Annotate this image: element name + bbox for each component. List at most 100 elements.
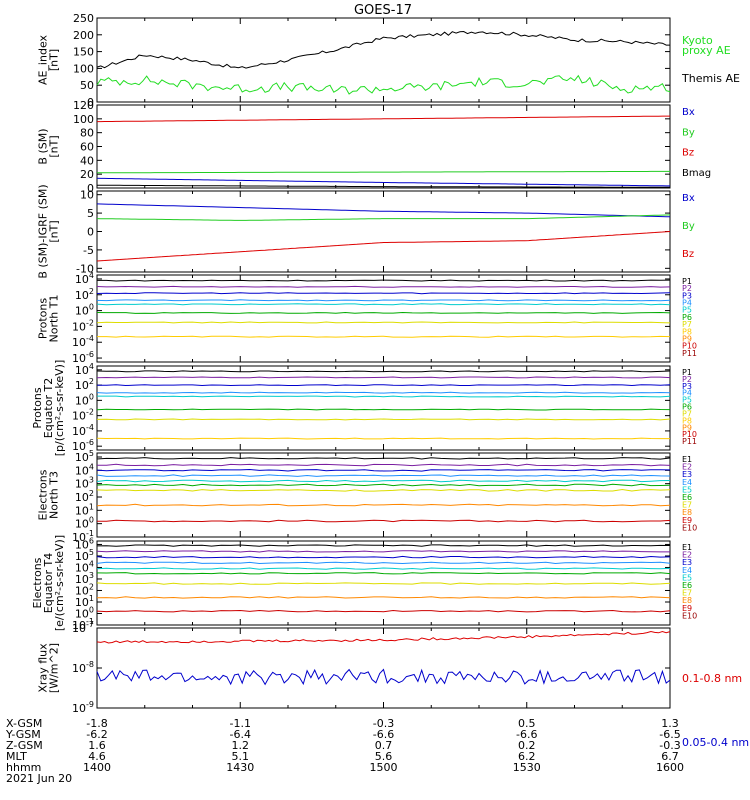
- series-protons_e-p7: [96, 418, 671, 421]
- legend-protons_n-9: P10: [682, 342, 697, 351]
- y-tick-label: 104: [75, 462, 94, 477]
- series-protons_e-p6: [96, 408, 671, 411]
- footer-x_gsm-value: 0.5: [518, 717, 536, 730]
- y-tick-label: 10-9: [72, 700, 94, 715]
- y-axis-label: Protons: [37, 298, 50, 339]
- legend-b_igrf-0: Bx: [682, 193, 695, 204]
- y-tick-label: 104: [75, 362, 94, 377]
- legend-electrons_e-9: E10: [682, 611, 697, 620]
- footer-mlt-value: 4.6: [88, 750, 106, 763]
- y-tick-label: 120: [73, 99, 94, 112]
- y-tick-label: 10-6: [72, 350, 94, 365]
- y-axis-label: North T1: [48, 295, 61, 343]
- legend-electrons_n-9: E10: [682, 523, 697, 532]
- legend-protons_n-5: P6: [682, 313, 692, 322]
- y-tick-label: 0: [87, 226, 94, 239]
- y-tick-label: 10: [80, 189, 94, 202]
- footer-z_gsm-value: 0.7: [375, 739, 393, 752]
- footer-hhmm-value: 1600: [656, 761, 684, 774]
- series-b_sm-by: [97, 170, 670, 174]
- footer-mlt-value: 6.7: [661, 750, 679, 763]
- y-tick-label: 5: [87, 207, 94, 220]
- legend-ae-2: Themis AE: [681, 72, 740, 85]
- legend-protons_n-1: P2: [682, 284, 692, 293]
- series-protons_n-p4: [96, 299, 671, 302]
- series-electrons_n-e5: [96, 479, 671, 483]
- y-tick-label: 103: [75, 476, 94, 491]
- y-tick-label: 10-7: [72, 620, 94, 635]
- series-b_sm-bz: [97, 115, 670, 123]
- footer-x_gsm-value: -0.3: [373, 717, 394, 730]
- legend-protons_e-8: P9: [682, 423, 692, 432]
- series-xray-0-05-0-4-nm: [96, 668, 671, 686]
- series-protons_n-p3: [96, 292, 671, 295]
- y-axis-label: [e/(cm²-s-sr-keV)]: [53, 535, 66, 631]
- y-axis-label: Electrons: [31, 557, 44, 608]
- y-tick-label: 50: [80, 79, 94, 92]
- y-tick-label: 105: [75, 548, 94, 563]
- y-tick-label: 0: [87, 182, 94, 195]
- footer-hhmm-value: 1430: [226, 761, 254, 774]
- footer-z_gsm-value: -0.3: [659, 739, 680, 752]
- series-electrons_e-e5: [96, 567, 671, 570]
- footer-row-label: MLT: [6, 750, 27, 763]
- y-axis-label: B (SM)-IGRF (SM): [37, 184, 50, 278]
- legend-electrons_e-0: E1: [682, 543, 692, 552]
- y-tick-label: 20: [80, 168, 94, 181]
- legend-electrons_e-5: E6: [682, 581, 692, 590]
- y-tick-label: 104: [75, 559, 94, 574]
- y-tick-label: 200: [73, 29, 94, 42]
- y-tick-label: 10-2: [72, 408, 94, 423]
- y-tick-label: 150: [73, 46, 94, 59]
- footer-row-label: Y-GSM: [5, 728, 41, 741]
- legend-protons_n-6: P7: [682, 320, 692, 329]
- y-tick-label: 100: [75, 605, 94, 620]
- y-axis-label: Electrons: [37, 469, 50, 520]
- series-electrons_e-e9: [96, 609, 671, 613]
- y-tick-label: 102: [75, 377, 94, 392]
- plot-title: GOES-17: [354, 3, 412, 18]
- y-axis-label: [W/m^2]: [48, 643, 61, 693]
- footer-row-label: X-GSM: [6, 717, 42, 730]
- y-axis-label: [nT]: [48, 49, 61, 71]
- legend-b_igrf-2: Bz: [682, 249, 694, 260]
- y-tick-label: 102: [75, 489, 94, 504]
- series-ae-kyoto-proxy-ae: [96, 30, 670, 69]
- footer-hhmm-value: 1500: [370, 761, 398, 774]
- legend-electrons_e-3: E4: [682, 566, 692, 575]
- y-axis-label: [p/(cm²-s-sr-keV)]: [53, 360, 66, 457]
- legend-electrons_n-3: E4: [682, 478, 692, 487]
- series-b_igrf-bx: [96, 203, 671, 218]
- series-b_igrf-by: [96, 214, 671, 221]
- legend-protons_n-0: P1: [682, 277, 692, 286]
- legend-protons_e-2: P3: [682, 382, 692, 391]
- series-electrons_n-e2: [96, 463, 671, 467]
- panel-frame: [96, 104, 671, 189]
- y-tick-label: 10-4: [72, 334, 94, 349]
- legend-protons_e-9: P10: [682, 430, 697, 439]
- footer-y_gsm-value: -6.5: [659, 728, 680, 741]
- footer-x_gsm-value: 1.3: [661, 717, 679, 730]
- legend-protons_e-5: P6: [682, 403, 692, 412]
- legend-electrons_n-1: E2: [682, 463, 692, 472]
- y-axis-label: [nT]: [48, 220, 61, 242]
- legend-b_sm-0: Bx: [682, 107, 695, 118]
- y-tick-label: 100: [75, 303, 94, 318]
- y-tick-label: 10-2: [72, 318, 94, 333]
- panel-frame: [96, 190, 671, 273]
- legend-electrons_e-7: E8: [682, 596, 692, 605]
- legend-electrons_n-5: E6: [682, 493, 692, 502]
- series-electrons_n-e6: [96, 483, 671, 487]
- footer-mlt-value: 5.1: [232, 750, 250, 763]
- legend-b_igrf-1: By: [682, 221, 695, 232]
- series-electrons_n-e3: [96, 468, 671, 472]
- legend-protons_n-2: P3: [682, 291, 692, 300]
- y-tick-label: 10-6: [72, 438, 94, 453]
- series-protons_e-p3: [96, 384, 671, 387]
- y-tick-label: 101: [75, 502, 94, 517]
- series-protons_e-p5: [97, 395, 671, 398]
